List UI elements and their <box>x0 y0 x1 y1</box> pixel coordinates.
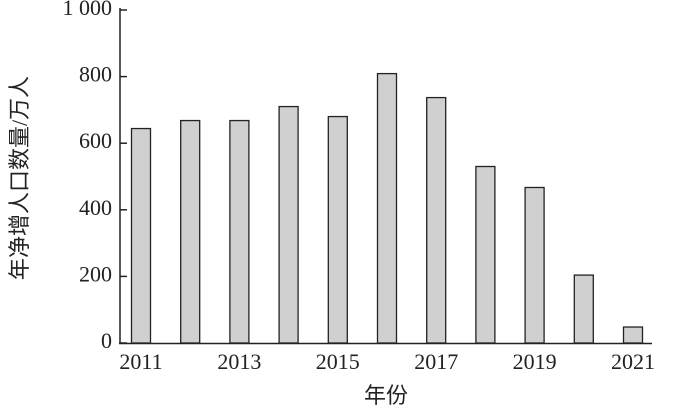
x-tick-label: 2019 <box>513 349 557 374</box>
bar <box>622 326 644 344</box>
x-tick-label: 2015 <box>316 349 360 374</box>
bar <box>278 105 299 344</box>
bar <box>426 96 447 344</box>
x-tick-label: 2021 <box>611 349 655 374</box>
x-tick-label: 2013 <box>217 349 261 374</box>
bar <box>130 127 152 344</box>
bar <box>524 186 545 344</box>
bar <box>376 72 398 344</box>
y-axis-label: 年净增人口数量/万人 <box>7 76 32 280</box>
y-tick-label: 200 <box>79 261 112 286</box>
bar <box>573 274 594 344</box>
y-tick-label: 0 <box>101 328 112 353</box>
bar <box>229 119 250 344</box>
x-tick-label: 2011 <box>119 349 162 374</box>
bar <box>180 119 201 344</box>
bar <box>475 165 496 344</box>
x-tick-label: 2017 <box>414 349 458 374</box>
y-tick-label: 400 <box>79 195 112 220</box>
y-tick-label: 600 <box>79 128 112 153</box>
x-axis-label: 年份 <box>364 383 408 408</box>
y-tick-label: 1 000 <box>63 0 113 20</box>
bar <box>327 115 348 344</box>
y-tick-label: 800 <box>79 62 112 87</box>
